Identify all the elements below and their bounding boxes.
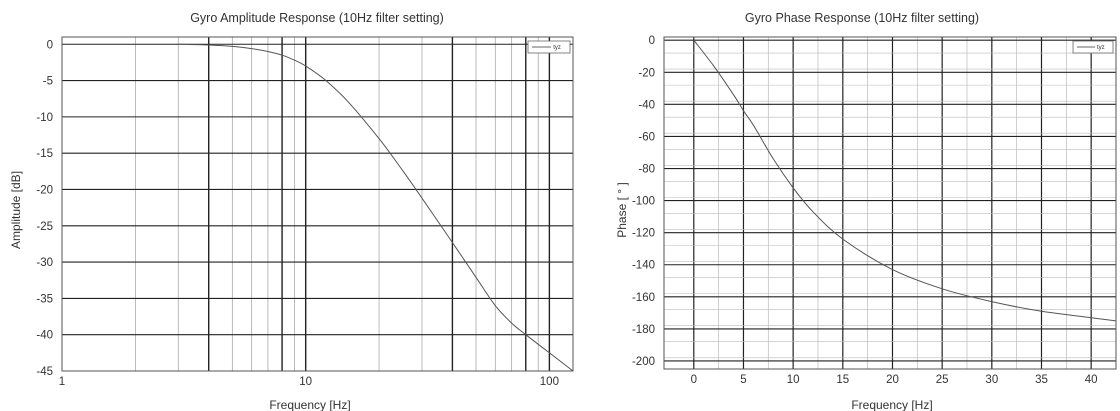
y-axis-label: Phase [ ° ] <box>615 182 629 238</box>
phase-chart: Gyro Phase Response (10Hz filter setting… <box>615 11 1117 411</box>
tick-labels: 0 -20 -40 -60 -80 -100 -120 -140 -160 -180 -200 0 5 1… <box>632 35 1098 386</box>
phase-chart-panel: Gyro Phase Response (10Hz filter setting… <box>600 0 1120 411</box>
y-tick-label: -80 <box>638 164 655 176</box>
x-tick-label: 10 <box>299 376 312 388</box>
chart-title: Gyro Amplitude Response (10Hz filter set… <box>190 11 444 25</box>
legend-label: tyz <box>553 45 561 51</box>
y-tick-label: 0 <box>47 39 53 51</box>
x-tick-label: 10 <box>787 374 800 386</box>
chart-title: Gyro Phase Response (10Hz filter setting… <box>745 11 979 25</box>
x-tick-label: 25 <box>936 374 949 386</box>
amplitude-chart: Gyro Amplitude Response (10Hz filter set… <box>9 11 574 411</box>
x-tick-label: 35 <box>1035 374 1048 386</box>
x-axis-label: Frequency [Hz] <box>269 398 350 411</box>
series-group <box>178 43 574 372</box>
y-tick-label: -20 <box>36 184 53 196</box>
x-tick-label: 30 <box>985 374 998 386</box>
y-tick-label: -100 <box>632 196 655 208</box>
x-tick-label: 15 <box>836 374 849 386</box>
y-tick-label: -30 <box>36 257 53 269</box>
y-tick-label: 0 <box>649 35 655 47</box>
series-line <box>178 43 574 372</box>
legend: tyz <box>527 40 571 54</box>
legend-label: tyz <box>1097 45 1105 51</box>
y-tick-label: -40 <box>36 330 53 342</box>
y-tick-label: -20 <box>638 67 655 79</box>
series-line <box>693 39 1117 322</box>
y-tick-label: -180 <box>632 324 655 336</box>
plot-frame <box>61 36 574 372</box>
amplitude-chart-panel: Gyro Amplitude Response (10Hz filter set… <box>9 11 574 411</box>
x-tick-label: 5 <box>740 374 746 386</box>
grid <box>664 36 1116 369</box>
y-tick-label: -15 <box>36 148 53 160</box>
x-tick-label: 1 <box>59 376 65 388</box>
y-tick-label: -45 <box>36 366 53 378</box>
y-tick-label: -120 <box>632 228 655 240</box>
plot-frame <box>663 36 1117 370</box>
x-tick-label: 100 <box>540 376 559 388</box>
x-axis-label: Frequency [Hz] <box>851 398 932 411</box>
y-tick-label: -60 <box>638 131 655 143</box>
x-tick-label: 0 <box>691 374 697 386</box>
series-group <box>693 39 1117 322</box>
legend: tyz <box>1072 40 1114 54</box>
y-tick-label: -35 <box>36 293 53 305</box>
y-tick-label: -10 <box>36 112 53 124</box>
y-tick-label: -200 <box>632 356 655 368</box>
y-tick-label: -5 <box>43 76 53 88</box>
y-tick-label: -25 <box>36 221 53 233</box>
tick-labels: 0 -5 -10 -15 -20 -25 -30 -35 -40 -45 1 10 100 <box>36 39 559 388</box>
y-tick-label: -140 <box>632 260 655 272</box>
x-tick-label: 20 <box>886 374 899 386</box>
grid <box>62 37 573 372</box>
y-tick-label: -160 <box>632 292 655 304</box>
y-axis-label: Amplitude [dB] <box>9 171 23 249</box>
y-tick-label: -40 <box>638 99 655 111</box>
x-tick-label: 40 <box>1085 374 1098 386</box>
